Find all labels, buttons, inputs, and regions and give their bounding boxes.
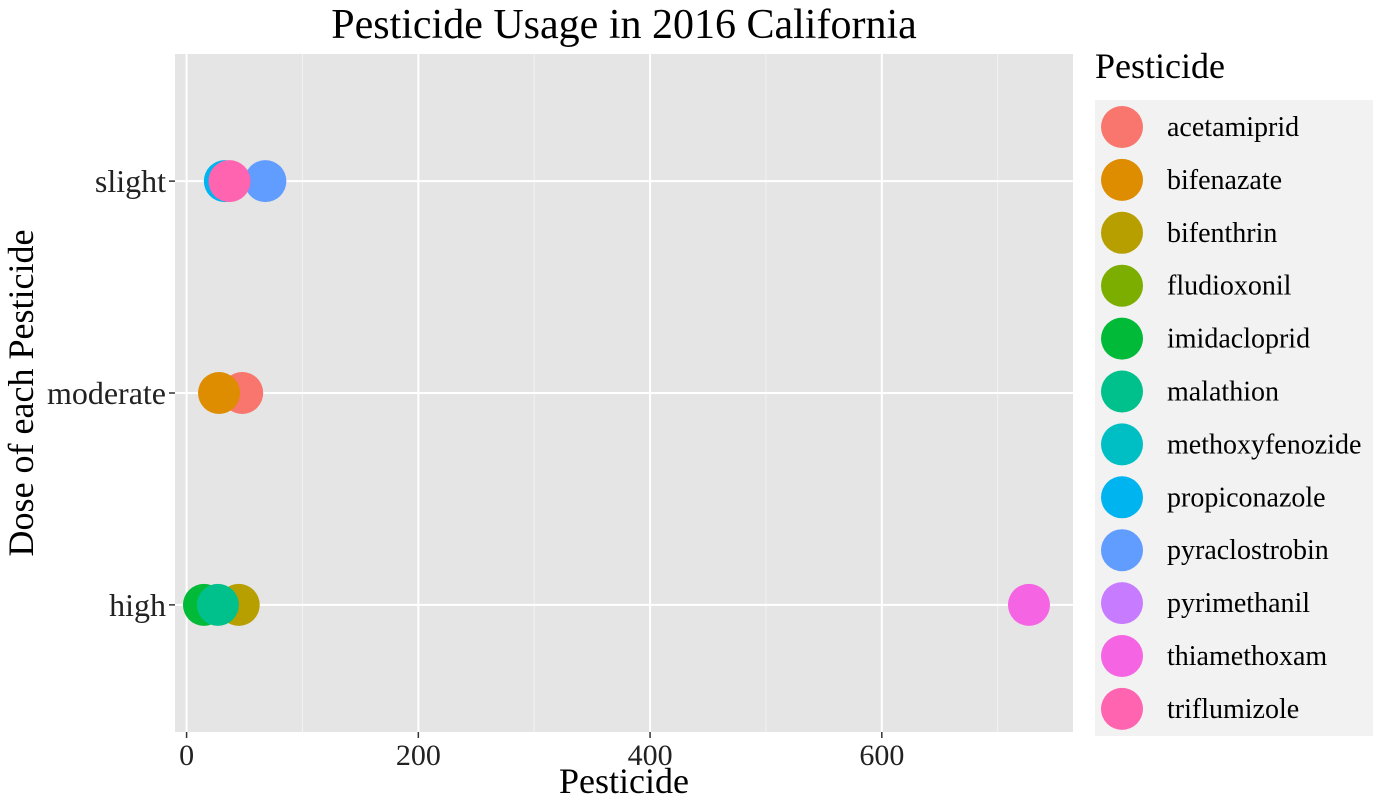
x-tick-label: 400 — [628, 739, 673, 772]
data-point-triflumizole — [208, 160, 251, 203]
x-tick-label: 600 — [859, 739, 904, 772]
legend-label-bifenthrin: bifenthrin — [1167, 218, 1277, 249]
legend-key-acetamiprid — [1101, 106, 1143, 148]
legend-label-bifenazate: bifenazate — [1167, 165, 1282, 196]
legend-key-fludioxonil — [1101, 264, 1143, 307]
legend-label-methoxyfenozide: methoxyfenozide — [1167, 429, 1361, 460]
legend-key-pyrimethanil — [1101, 582, 1143, 625]
legend-key-triflumizole — [1101, 687, 1143, 730]
data-point-thiamethoxam — [1007, 583, 1050, 626]
legend-label-acetamiprid: acetamiprid — [1167, 112, 1299, 143]
data-point-malathion — [196, 583, 239, 626]
legend-key-imidacloprid — [1101, 317, 1143, 360]
legend-label-thiamethoxam: thiamethoxam — [1167, 641, 1327, 672]
grid-lines — [175, 54, 1073, 732]
x-axis-label: Pesticide — [559, 761, 689, 801]
legend-key-bifenthrin — [1101, 211, 1143, 254]
legend-label-pyrimethanil: pyrimethanil — [1167, 588, 1310, 619]
chart-title: Pesticide Usage in 2016 California — [331, 2, 917, 48]
legend-box — [1095, 100, 1373, 736]
data-points — [182, 160, 1050, 626]
axes: 0 200 400 600 high moderate slight — [47, 163, 904, 772]
y-tick-label: slight — [95, 163, 166, 199]
data-point-bifenazate — [198, 372, 241, 414]
legend-key-propiconazole — [1101, 476, 1143, 519]
y-axis-label: Dose of each Pesticide — [1, 230, 41, 557]
legend-key-methoxyfenozide — [1101, 423, 1143, 466]
y-tick-label: moderate — [47, 375, 166, 411]
legend-key-thiamethoxam — [1101, 635, 1143, 677]
legend: Pesticide acetamiprid bifenazate bifenthri… — [1095, 46, 1373, 736]
x-tick-label: 200 — [396, 739, 441, 772]
legend-key-pyraclostrobin — [1101, 529, 1143, 572]
legend-label-pyraclostrobin: pyraclostrobin — [1167, 535, 1329, 566]
legend-title: Pesticide — [1095, 46, 1225, 86]
legend-key-bifenazate — [1101, 158, 1143, 201]
legend-label-triflumizole: triflumizole — [1167, 694, 1299, 725]
legend-label-propiconazole: propiconazole — [1167, 482, 1326, 513]
legend-label-imidacloprid: imidacloprid — [1167, 324, 1310, 355]
y-tick-label: high — [109, 587, 166, 623]
legend-label-malathion: malathion — [1167, 377, 1279, 408]
x-tick-label: 0 — [179, 739, 194, 772]
legend-key-malathion — [1101, 370, 1143, 413]
data-point-pyraclostrobin — [244, 160, 287, 203]
legend-label-fludioxonil: fludioxonil — [1167, 271, 1292, 302]
